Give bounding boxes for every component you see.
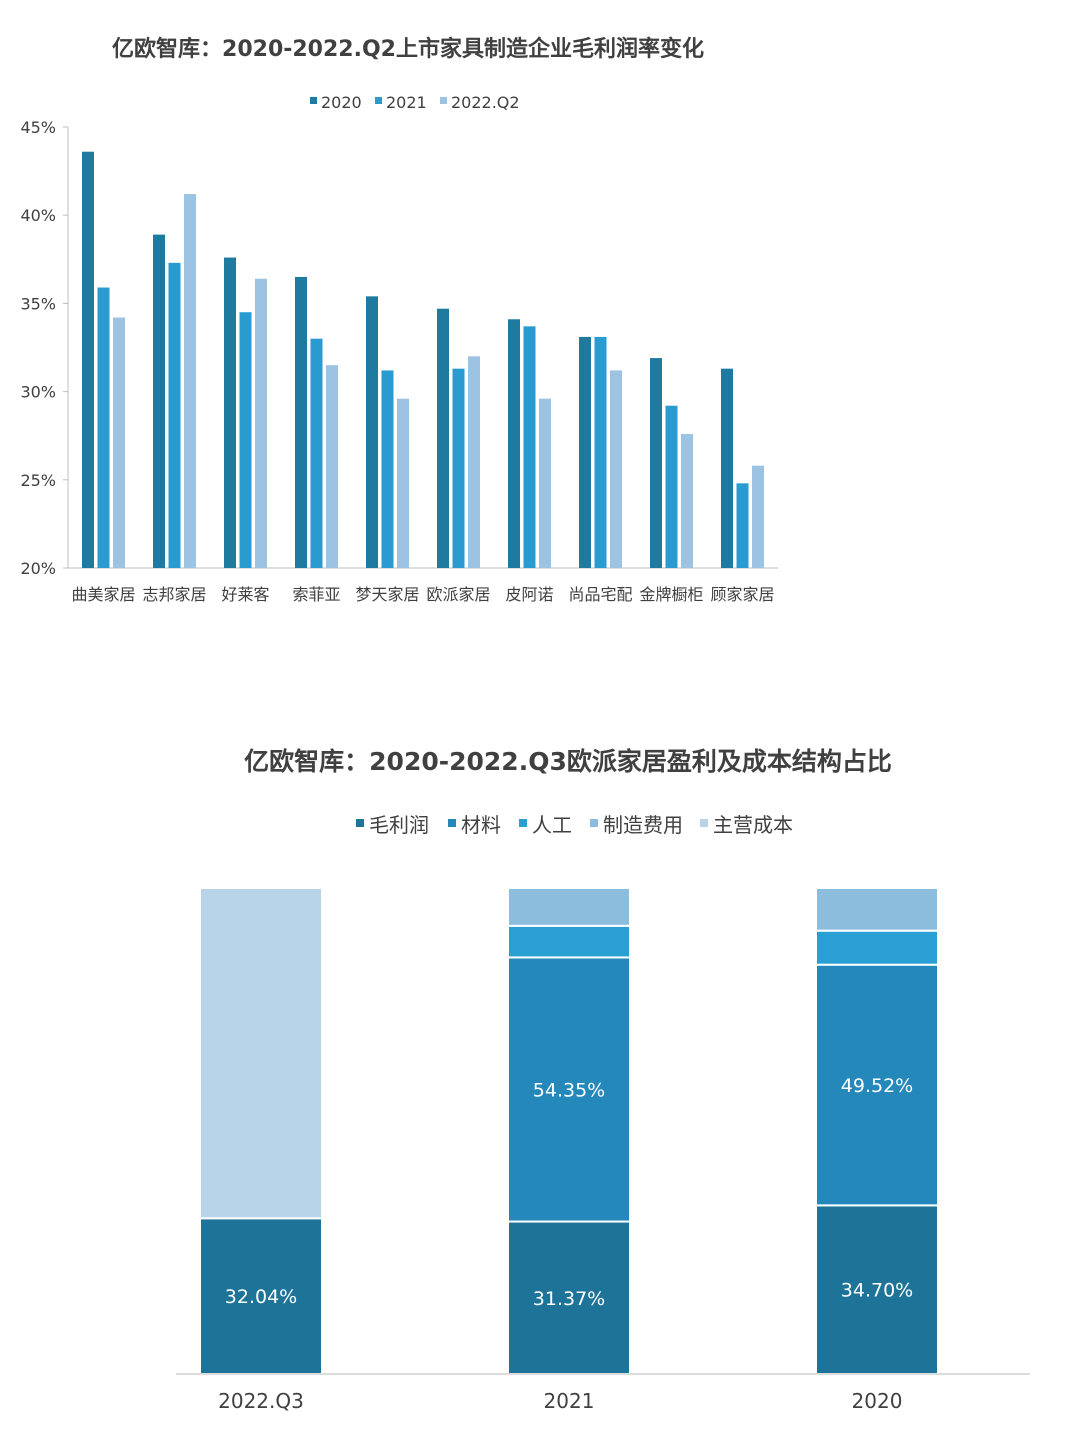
- chart1-category-labels: 曲美家居 志邦家居 好莱客 索菲亚 梦天家居 欧派家居 皮阿诺 尚品宅配 金牌橱柜 顾家家居: [71, 585, 774, 604]
- legend-label: 人工: [532, 813, 572, 837]
- bar: [610, 370, 622, 568]
- legend-label: 2020: [321, 93, 362, 112]
- stacked-bar-chart-cost-structure: 亿欧智库：2020-2022.Q3欧派家居盈利及成本结构占比 毛利润 材料 人工 制造…: [176, 747, 1030, 1413]
- bar: [397, 398, 409, 568]
- stacked-segment: [199, 887, 323, 1220]
- bar: [579, 336, 591, 568]
- y-tick-label: 40%: [20, 206, 56, 225]
- chart2-bars: 32.04% 31.37% 54.35% 34.70% 49.52%: [199, 887, 939, 1376]
- bar: [752, 465, 764, 568]
- legend-label: 毛利润: [369, 813, 429, 837]
- category-label: 皮阿诺: [505, 585, 553, 604]
- stacked-segment: [815, 1204, 939, 1375]
- category-label: 好莱客: [221, 585, 269, 604]
- bar: [224, 257, 236, 568]
- y-tick-label: 20%: [20, 559, 56, 578]
- bar: [310, 338, 323, 568]
- data-label: 49.52%: [841, 1075, 913, 1097]
- bar: [452, 368, 465, 568]
- data-label: 31.37%: [533, 1288, 605, 1310]
- chart1-legend: 2020 2021 2022.Q2: [310, 93, 520, 112]
- chart2-axes: 2022.Q3 2021 2020: [176, 1373, 1030, 1413]
- category-label: 2021: [544, 1389, 595, 1413]
- bar: [381, 370, 394, 568]
- legend-swatch: [440, 97, 447, 104]
- stacked-segment: [507, 924, 631, 959]
- bar: [523, 326, 536, 568]
- bar: [113, 317, 125, 568]
- category-label: 顾家家居: [710, 585, 774, 604]
- legend-swatch: [375, 97, 382, 104]
- bar: [681, 433, 693, 568]
- legend-label: 2022.Q2: [451, 93, 520, 112]
- bar: [97, 287, 110, 568]
- category-label: 金牌橱柜: [639, 585, 703, 604]
- category-label: 曲美家居: [71, 585, 135, 604]
- category-label: 2020: [852, 1389, 903, 1413]
- category-label: 索菲亚: [292, 585, 340, 604]
- chart1-title: 亿欧智库：2020-2022.Q2上市家具制造企业毛利润率变化: [112, 36, 704, 62]
- bar: [255, 278, 267, 568]
- category-label: 欧派家居: [426, 585, 490, 604]
- bar: [594, 336, 607, 568]
- stacked-segment: [815, 963, 939, 1207]
- legend-label: 主营成本: [713, 813, 793, 837]
- grouped-bar-chart-gross-margin: 亿欧智库：2020-2022.Q2上市家具制造企业毛利润率变化 2020 2021…: [20, 36, 778, 604]
- bar: [736, 483, 749, 568]
- stacked-segment: [815, 887, 939, 932]
- bar: [239, 312, 252, 568]
- bar: [665, 405, 678, 568]
- y-tick-label: 25%: [20, 471, 56, 490]
- data-label: 32.04%: [225, 1286, 297, 1308]
- legend-swatch: [590, 819, 598, 827]
- stacked-segment: [507, 887, 631, 927]
- bar: [437, 308, 449, 568]
- chart1-bars: [82, 151, 764, 569]
- y-tick-label: 35%: [20, 294, 56, 313]
- stacked-segment: [815, 929, 939, 966]
- legend-swatch: [519, 819, 527, 827]
- bar: [184, 194, 196, 569]
- legend-swatch: [356, 819, 364, 827]
- bar: [168, 262, 181, 568]
- bar: [295, 276, 307, 568]
- category-label: 尚品宅配: [568, 585, 632, 604]
- bar: [82, 151, 94, 569]
- bar: [326, 365, 338, 568]
- chart2-legend: 毛利润 材料 人工 制造费用 主营成本: [356, 813, 793, 837]
- y-tick-label: 45%: [20, 118, 56, 137]
- bar: [366, 296, 378, 568]
- legend-label: 2021: [386, 93, 427, 112]
- bar: [153, 234, 165, 568]
- legend-swatch: [448, 819, 456, 827]
- bar: [539, 398, 551, 568]
- category-label: 志邦家居: [142, 585, 206, 604]
- bar: [468, 356, 480, 568]
- category-label: 2022.Q3: [218, 1389, 304, 1413]
- chart2-title: 亿欧智库：2020-2022.Q3欧派家居盈利及成本结构占比: [244, 747, 892, 776]
- legend-swatch: [310, 97, 317, 104]
- y-tick-label: 30%: [20, 383, 56, 402]
- data-label: 54.35%: [533, 1079, 605, 1101]
- category-label: 梦天家居: [355, 585, 419, 604]
- legend-label: 材料: [461, 813, 501, 837]
- bar: [508, 319, 520, 568]
- legend-swatch: [700, 819, 708, 827]
- legend-label: 制造费用: [603, 813, 683, 837]
- bar: [650, 358, 662, 568]
- bar: [721, 368, 733, 568]
- data-label: 34.70%: [841, 1280, 913, 1302]
